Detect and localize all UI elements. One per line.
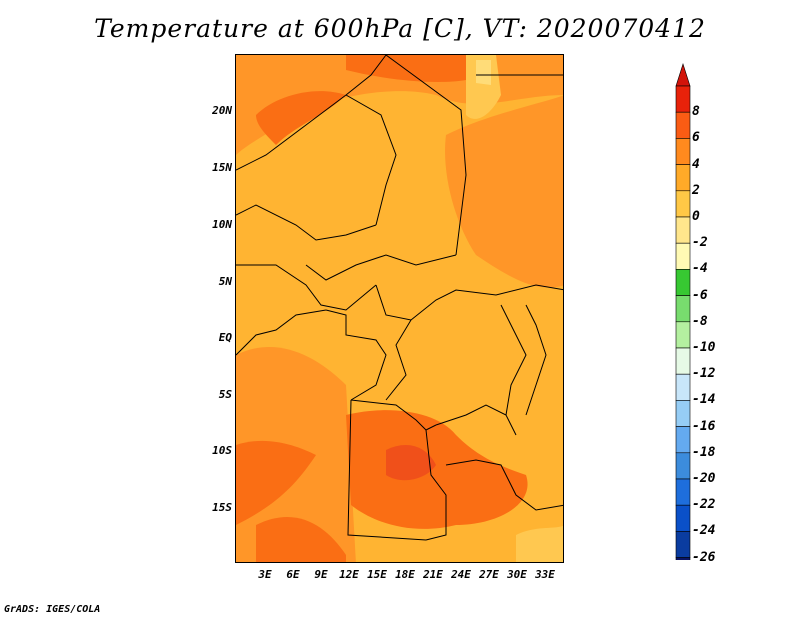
credit-text: GrADS: IGES/COLA xyxy=(4,604,101,615)
lon-label-24e: 24E xyxy=(451,568,471,581)
colorbar-label: -12 xyxy=(692,366,716,382)
lon-label-3e: 3E xyxy=(258,568,272,581)
colorbar-label: 8 xyxy=(692,104,700,120)
colorbar-cell xyxy=(675,400,691,427)
lat-label-15n: 15N xyxy=(212,161,232,174)
colorbar-label: -8 xyxy=(692,313,708,329)
colorbar-top-triangle xyxy=(675,63,691,87)
lon-label-12e: 12E xyxy=(339,568,359,581)
lon-label-33e: 33E xyxy=(535,568,555,581)
chart-title: Temperature at 600hPa [C], VT: 202007041… xyxy=(94,14,706,43)
lat-label-5s: 5S xyxy=(218,388,232,401)
colorbar-label: -18 xyxy=(692,444,716,460)
colorbar-label: -2 xyxy=(692,235,708,251)
colorbar-label: 0 xyxy=(692,209,700,224)
colorbar-cell xyxy=(675,111,691,139)
colorbar-cell xyxy=(675,216,691,244)
lat-label-eq: EQ xyxy=(218,331,232,344)
colorbar-cell xyxy=(675,321,691,349)
lon-label-9e: 9E xyxy=(314,568,328,581)
colorbar-cell xyxy=(675,426,691,454)
colorbar-label: -26 xyxy=(692,549,716,565)
colorbar-cell xyxy=(675,478,691,506)
colorbar-cell xyxy=(675,164,691,192)
lon-label-15e: 15E xyxy=(367,568,387,581)
colorbar-label: -4 xyxy=(692,261,708,277)
lat-label-10n: 10N xyxy=(212,218,232,231)
colorbar-cell xyxy=(675,138,691,165)
lat-label-20n: 20N xyxy=(212,104,232,117)
colorbar-label: -6 xyxy=(692,287,708,303)
colorbar-label: -14 xyxy=(692,392,716,408)
colorbar-label: -22 xyxy=(692,497,716,513)
colorbar-label: -10 xyxy=(692,340,716,355)
map-panel xyxy=(235,54,564,563)
temperature-field xyxy=(236,55,563,562)
colorbar xyxy=(675,63,691,560)
lon-label-6e: 6E xyxy=(286,568,300,581)
colorbar-cell xyxy=(675,504,691,532)
lat-label-10s: 10S xyxy=(212,444,232,457)
colorbar-label: -24 xyxy=(692,523,716,539)
colorbar-cell xyxy=(675,295,691,323)
lon-label-18e: 18E xyxy=(395,568,415,581)
colorbar-cell xyxy=(675,452,691,480)
colorbar-cell xyxy=(675,85,691,113)
colorbar-cell xyxy=(675,242,691,270)
colorbar-label: -20 xyxy=(692,471,716,486)
lon-label-21e: 21E xyxy=(423,568,443,581)
lon-label-30e: 30E xyxy=(507,568,527,581)
colorbar-cell xyxy=(675,190,691,218)
lon-label-27e: 27E xyxy=(479,568,499,581)
lat-label-15s: 15S xyxy=(212,501,232,514)
colorbar-cell xyxy=(675,531,691,558)
colorbar-label: 6 xyxy=(692,130,700,146)
colorbar-cell xyxy=(675,269,691,296)
lat-label-5n: 5N xyxy=(218,275,232,288)
colorbar-cell xyxy=(675,347,691,375)
colorbar-cell xyxy=(675,557,691,560)
colorbar-label: 4 xyxy=(692,156,700,172)
colorbar-cell xyxy=(675,373,691,401)
colorbar-label: -16 xyxy=(692,418,716,434)
colorbar-label: 2 xyxy=(692,182,700,198)
